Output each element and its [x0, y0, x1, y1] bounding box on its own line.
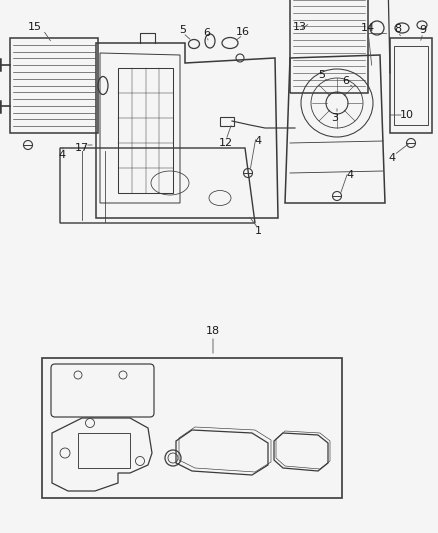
Text: 1: 1 — [254, 226, 261, 236]
Text: 17: 17 — [75, 143, 89, 153]
Text: 5: 5 — [180, 25, 187, 35]
Bar — [118, 68, 173, 193]
Text: 4: 4 — [346, 170, 353, 180]
Bar — [390, 38, 432, 133]
Bar — [220, 117, 234, 126]
Text: 9: 9 — [420, 25, 427, 35]
Bar — [394, 46, 428, 125]
Bar — [42, 358, 342, 498]
Text: 8: 8 — [395, 24, 402, 34]
Bar — [290, 0, 368, 93]
Text: 16: 16 — [236, 27, 250, 37]
Text: 4: 4 — [254, 136, 261, 146]
Text: 18: 18 — [206, 326, 220, 336]
Text: 5: 5 — [318, 70, 325, 80]
Text: 12: 12 — [219, 138, 233, 148]
Text: 13: 13 — [293, 22, 307, 32]
Bar — [78, 433, 130, 468]
Text: 4: 4 — [389, 153, 396, 163]
Text: 15: 15 — [28, 22, 42, 32]
Text: 14: 14 — [361, 23, 375, 33]
Text: 6: 6 — [343, 76, 350, 86]
Text: 6: 6 — [204, 28, 211, 38]
Text: 3: 3 — [332, 113, 339, 123]
Text: 4: 4 — [58, 150, 66, 160]
Text: 10: 10 — [400, 110, 414, 120]
Bar — [10, 38, 98, 133]
